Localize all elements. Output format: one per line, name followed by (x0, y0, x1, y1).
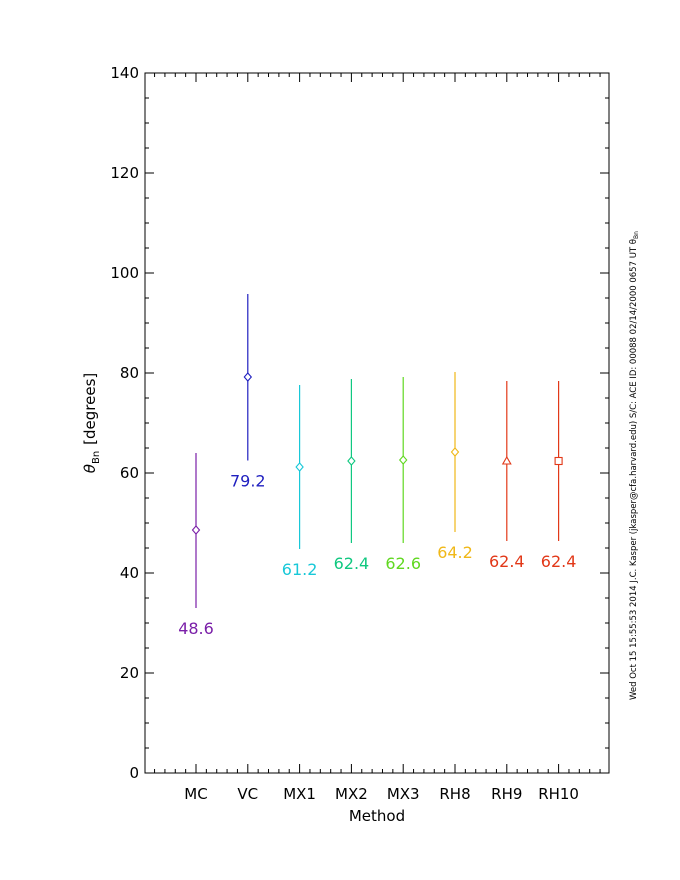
data-point-group: 79.2 (230, 294, 266, 491)
data-point-group: 62.4 (541, 381, 577, 571)
data-point-marker (191, 525, 201, 535)
data-value-label: 62.4 (541, 552, 577, 571)
x-axis-title: Method (349, 807, 405, 825)
data-point-group: 48.6 (178, 453, 214, 638)
x-tick-label: RH8 (439, 785, 470, 803)
x-tick-label: RH10 (538, 785, 579, 803)
svg-text:θBn[degrees]: θBn [degrees] (81, 373, 102, 473)
y-axis-symbol: θ (81, 464, 99, 473)
data-value-label: 64.2 (437, 543, 473, 562)
y-axis-title: θBn [degrees] (81, 373, 102, 473)
y-tick-label: 140 (110, 64, 139, 82)
data-point-marker (398, 455, 408, 465)
data-point-group: 62.6 (385, 377, 421, 573)
data-value-label: 62.6 (385, 554, 421, 573)
minor-ticks (145, 73, 609, 773)
x-tick-label: VC (237, 785, 258, 803)
data-point-group: 64.2 (437, 372, 473, 562)
data-point-group: 61.2 (282, 385, 318, 579)
y-axis-subscript: Bn (91, 451, 102, 464)
x-tick-label: MX3 (387, 785, 420, 803)
y-tick-label: 0 (129, 764, 139, 782)
svg-text:Wed Oct 15 15:55:53 2014 J.C.: Wed Oct 15 15:55:53 2014 J.C. Kasper (jk… (629, 231, 640, 700)
x-tick-label: MC (184, 785, 207, 803)
data-value-label: 62.4 (334, 554, 370, 573)
data-value-label: 79.2 (230, 472, 266, 491)
y-tick-label: 80 (120, 364, 139, 382)
data-point-marker (347, 456, 356, 466)
data-value-label: 62.4 (489, 552, 525, 571)
side-note: Wed Oct 15 15:55:53 2014 J.C. Kasper (jk… (629, 231, 640, 700)
x-tick-label: MX2 (335, 785, 368, 803)
x-tick-label: RH9 (491, 785, 522, 803)
side-note-subscript: Bn (633, 231, 640, 239)
data-value-label: 61.2 (282, 560, 318, 579)
data-value-label: 48.6 (178, 619, 214, 638)
data-point-marker (295, 462, 304, 472)
data-point-group: 62.4 (334, 379, 370, 573)
y-tick-label: 120 (110, 164, 139, 182)
y-tick-label: 100 (110, 264, 139, 282)
y-axis-units: [degrees] (81, 373, 99, 445)
y-tick-label: 20 (120, 664, 139, 682)
x-axis: MC VC MX1 MX2 MX3 RH8 RH9 RH10 (184, 73, 579, 803)
side-note-text: Wed Oct 15 15:55:53 2014 J.C. Kasper (jk… (629, 239, 639, 700)
data-point-marker (450, 447, 460, 457)
y-tick-label: 40 (120, 564, 139, 582)
y-axis: 0 20 40 60 80 100 120 140 (110, 64, 609, 782)
data-point-marker (501, 455, 512, 465)
data-point-group: 62.4 (489, 381, 525, 571)
data-point-marker (243, 372, 253, 382)
data-point-marker (554, 456, 563, 466)
plot-frame (144, 72, 610, 774)
x-tick-label: MX1 (283, 785, 316, 803)
y-tick-label: 60 (120, 464, 139, 482)
data-series: 48.6 79.2 61.2 62.4 62.6 64.2 62.4 62.4 (178, 294, 576, 638)
